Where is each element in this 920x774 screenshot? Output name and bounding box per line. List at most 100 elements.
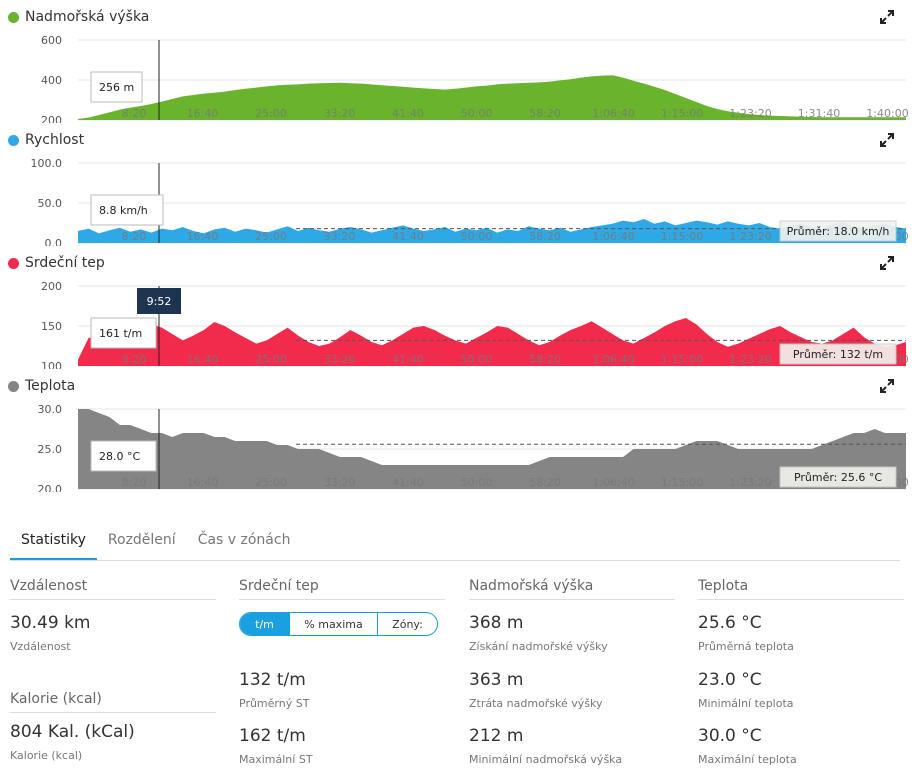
stat-value: 368 m (469, 613, 524, 633)
x-tick-label: 41:40 (392, 476, 424, 489)
y-tick-label: 200 (41, 114, 62, 123)
stat-label: Minimální teplota (698, 697, 794, 710)
toggle-bpm[interactable]: t/m (240, 613, 289, 635)
stats-tabs: Statistiky Rozdělení Čas v zónách (10, 520, 900, 561)
elevation-chart-plot[interactable]: 600 400 200 8:20 16:40 25:00 33:20 41:40 50:00 58… (0, 0, 920, 123)
stat-value: 25.6 °C (698, 613, 762, 633)
x-tick-label: 16:40 (187, 353, 219, 366)
stat-distance: 30.49 km Vzdálenost (10, 613, 90, 653)
x-tick-label: 58:20 (529, 107, 561, 120)
legend-dot-icon (8, 257, 19, 269)
stat-label: Vzdálenost (10, 640, 71, 653)
toggle-percent-max[interactable]: % maxima (289, 613, 377, 635)
tooltip-value: 28.0 °C (99, 450, 140, 463)
temperature-chart-plot[interactable]: 30.0 25.0 20.0 8:20 16:40 25:00 33:20 41:40 50:0… (0, 369, 920, 492)
x-tick-label: 41:40 (392, 353, 424, 366)
x-tick-label: 33:20 (324, 230, 356, 243)
x-tick-label: 1:06:40 (592, 476, 634, 489)
tab-statistics[interactable]: Statistiky (10, 520, 97, 560)
x-tick-label: 25:00 (255, 230, 287, 243)
stat-label: Získání nadmořské výšky (469, 640, 608, 653)
x-tick-label: 58:20 (529, 230, 561, 243)
heartrate-chart-plot[interactable]: 200 150 100 8:20 16:40 25:00 33:20 41:40 50:00 58… (0, 246, 920, 369)
stat-value: 30.0 °C (698, 726, 762, 746)
x-tick-label: 16:40 (187, 230, 219, 243)
x-tick-label: 8:20 (122, 107, 147, 120)
x-tick-label: 33:20 (324, 476, 356, 489)
x-tick-label: 8:20 (122, 230, 147, 243)
chart-title-text: Teplota (25, 378, 76, 394)
legend-dot-icon (8, 380, 19, 392)
tooltip-box (90, 440, 157, 472)
stat-temp-min: 23.0 °C Minimální teplota (698, 670, 794, 710)
y-tick-label: 0.0 (45, 237, 63, 246)
tab-distribution[interactable]: Rozdělení (107, 532, 176, 548)
y-tick-label: 600 (41, 34, 62, 47)
y-tick-label: 30.0 (38, 403, 63, 416)
expand-arrows-icon[interactable] (880, 10, 894, 24)
speed-chart-plot[interactable]: 100.0 50.0 0.0 8:20 16:40 25:00 33:20 41:40 50:0… (0, 123, 920, 246)
stat-elevation-loss: 363 m Ztráta nadmořské výšky (469, 670, 603, 710)
chart-title: Teplota (8, 377, 75, 395)
stats-column-distance: Vzdálenost 30.49 km Vzdálenost Kalorie (… (10, 578, 216, 762)
y-tick-label: 100.0 (31, 157, 63, 170)
section-calories: Kalorie (kcal) (10, 691, 216, 713)
stat-value: 23.0 °C (698, 670, 762, 690)
chart-elevation[interactable]: Nadmořská výška 600 400 200 8:20 16:40 25:00 3… (0, 0, 920, 123)
time-badge-box (137, 288, 181, 314)
y-tick-label: 20.0 (38, 483, 63, 492)
average-label-box (779, 466, 897, 488)
expand-arrows-icon[interactable] (880, 133, 894, 147)
stat-calories: 804 Kal. (kCal) Kalorie (kcal) (10, 722, 135, 762)
chart-title-text: Nadmořská výška (25, 9, 150, 25)
legend-dot-icon (8, 134, 19, 146)
stat-max-heartrate: 162 t/m Maximální ST (239, 726, 313, 766)
expand-arrows-icon[interactable] (880, 379, 894, 393)
tooltip-box (90, 71, 143, 103)
x-tick-label: 1:06:40 (592, 107, 634, 120)
stat-elevation-min: 212 m Minimální nadmořská výška (469, 726, 622, 766)
x-tick-label: 1:31:40 (798, 107, 840, 120)
stat-temp-avg: 25.6 °C Průměrná teplota (698, 613, 794, 653)
stats-column-temperature: Teplota 25.6 °C Průměrná teplota 23.0 °C… (698, 578, 904, 766)
x-tick-label: 1:23:20 (729, 107, 771, 120)
tooltip-box (90, 194, 164, 226)
section-heading: Vzdálenost (10, 578, 216, 600)
x-tick-label: 50:00 (461, 476, 493, 489)
toggle-zones[interactable]: Zóny: (377, 613, 437, 635)
data-area (78, 318, 906, 366)
x-tick-label: 8:20 (122, 353, 147, 366)
x-tick-label: 41:40 (392, 107, 424, 120)
x-tick-label: 1:23:20 (729, 230, 771, 243)
chart-temperature[interactable]: Teplota 30.0 25.0 20.0 8:20 16:40 25:00 33:20 4… (0, 369, 920, 492)
average-label: Průměr: 132 t/m (793, 348, 883, 361)
data-area (78, 409, 906, 489)
heartrate-unit-toggle: t/m % maxima Zóny: (239, 612, 438, 636)
x-tick-label: 50:00 (461, 230, 493, 243)
x-tick-label: 1:15:00 (661, 476, 703, 489)
chart-title-text: Rychlost (25, 132, 85, 148)
expand-arrows-icon[interactable] (880, 256, 894, 270)
tab-time-in-zones[interactable]: Čas v zónách (197, 532, 291, 548)
stats-column-elevation: Nadmořská výška 368 m Získání nadmořské … (469, 578, 675, 766)
section-heading: Teplota (698, 578, 904, 600)
tooltip-value: 256 m (99, 81, 134, 94)
stat-elevation-gain: 368 m Získání nadmořské výšky (469, 613, 608, 653)
y-tick-label: 100 (41, 360, 62, 369)
section-heading: Kalorie (kcal) (10, 691, 216, 713)
stat-label: Průměrný ST (239, 697, 310, 710)
stat-value: 30.49 km (10, 613, 91, 633)
y-tick-label: 400 (41, 74, 62, 87)
x-tick-label: 1:23:20 (729, 353, 771, 366)
x-tick-label: 1:15:00 (661, 107, 703, 120)
stat-temp-max: 30.0 °C Maximální teplota (698, 726, 797, 766)
x-tick-label: 25:00 (255, 107, 287, 120)
chart-heartrate[interactable]: Srdeční tep 200 150 100 8:20 16:40 25:00 33:20… (0, 246, 920, 369)
y-tick-label: 50.0 (38, 197, 63, 210)
x-tick-label: 33:20 (324, 353, 356, 366)
stat-label: Maximální ST (239, 753, 313, 766)
chart-speed[interactable]: Rychlost 100.0 50.0 0.0 8:20 16:40 25:00 33:20… (0, 123, 920, 246)
stat-value: 162 t/m (239, 726, 306, 746)
stat-value: 804 Kal. (kCal) (10, 722, 135, 742)
average-label: Průměr: 25.6 °C (794, 471, 882, 484)
